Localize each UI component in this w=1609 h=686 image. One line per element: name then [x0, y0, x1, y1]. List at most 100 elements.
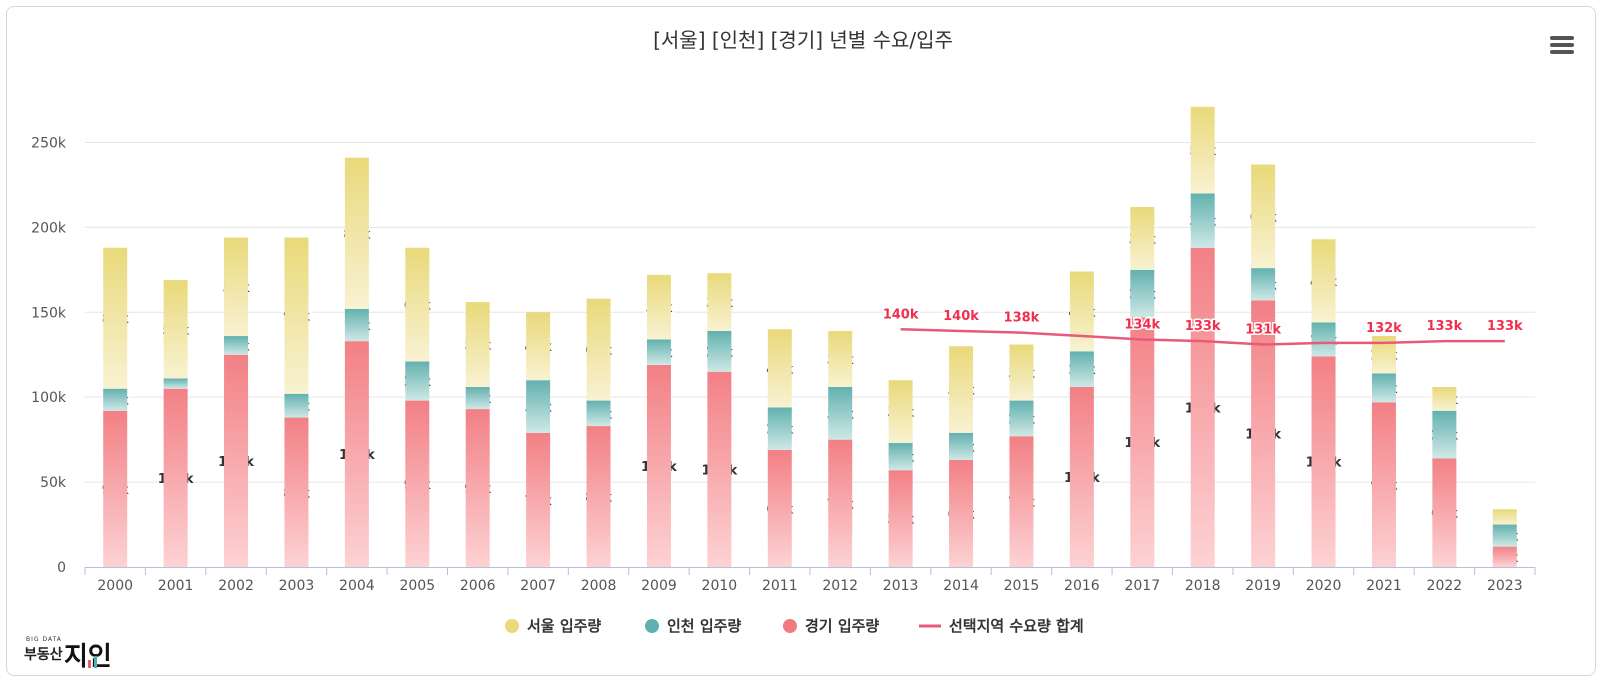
bar-gyeonggi — [949, 460, 974, 567]
bar-incheon — [1069, 351, 1094, 387]
bar-gyeonggi — [526, 432, 551, 567]
y-axis: 0 50k 100k 150k 200k 250k — [31, 135, 67, 576]
bar-gyeonggi — [707, 371, 732, 567]
x-tick-label: 2007 — [520, 578, 556, 594]
x-tick-label: 2016 — [1064, 578, 1100, 594]
bar-seoul — [1009, 344, 1034, 401]
bar-seoul — [103, 247, 128, 389]
x-tick-label: 2006 — [460, 578, 496, 594]
y-tick-label: 100k — [31, 390, 67, 406]
bar-incheon — [405, 361, 430, 401]
line-data-label: 140k — [943, 309, 979, 324]
bar-seoul — [888, 380, 913, 444]
demand-line — [900, 328, 1505, 346]
legend-symbol — [783, 619, 797, 633]
bar-incheon — [1190, 193, 1215, 248]
x-tick-label: 2021 — [1366, 578, 1402, 594]
bar-gyeonggi — [1009, 436, 1034, 567]
x-tick-label: 2017 — [1124, 578, 1160, 594]
bar-gyeonggi — [1251, 300, 1276, 567]
x-tick-label: 2018 — [1185, 578, 1221, 594]
bar-gyeonggi — [405, 400, 430, 567]
line-data-label: 138k — [1004, 311, 1040, 326]
bar-incheon — [828, 386, 853, 440]
bar-incheon — [526, 380, 551, 433]
bar-seoul — [405, 247, 430, 362]
x-tick-label: 2019 — [1245, 578, 1281, 594]
x-tick-label: 2010 — [702, 578, 738, 594]
legend-item[interactable]: 서울 입주량 — [505, 617, 601, 635]
bar-seoul — [1069, 271, 1094, 352]
logo: BIG DATA 부동산 지인 — [24, 636, 112, 672]
bar-incheon — [646, 339, 671, 365]
bar-seoul — [284, 237, 309, 394]
bar-incheon — [586, 400, 611, 427]
bar-gyeonggi — [163, 388, 188, 567]
bar-incheon — [888, 443, 913, 471]
x-tick-label: 2014 — [943, 578, 979, 594]
bar-incheon — [284, 393, 309, 418]
x-tick-label: 2015 — [1004, 578, 1040, 594]
bar-incheon — [1130, 269, 1155, 318]
bar-seoul — [1130, 206, 1155, 270]
x-tick-label: 2012 — [822, 578, 858, 594]
bar-seoul — [1311, 239, 1336, 323]
line-data-label: 134k — [1124, 317, 1160, 332]
x-tick-label: 2005 — [399, 578, 435, 594]
bar-incheon — [767, 407, 792, 450]
y-tick-label: 50k — [40, 475, 67, 491]
x-tick-label: 2001 — [158, 578, 194, 594]
bar-incheon — [1311, 322, 1336, 357]
bar-incheon — [224, 336, 249, 355]
legend-label: 선택지역 수요량 합계 — [949, 617, 1084, 635]
bar-gyeonggi — [1311, 356, 1336, 567]
bar-gyeonggi — [344, 341, 369, 567]
y-tick-label: 0 — [57, 560, 66, 576]
bar-incheon — [1492, 524, 1517, 547]
bar-seoul — [646, 274, 671, 340]
bar-incheon — [1371, 373, 1396, 403]
chart-title: [서울] [인천] [경기] 년별 수요/입주 — [653, 28, 953, 52]
bar-gyeonggi — [586, 426, 611, 567]
bar-seoul — [828, 330, 853, 387]
bar-gyeonggi — [1069, 386, 1094, 567]
bar-gyeonggi — [828, 439, 853, 567]
bar-seoul — [1492, 509, 1517, 525]
x-tick-label: 2003 — [279, 578, 315, 594]
bar-data-labels: 92k13k83k105k6k58k125k11k58k88k14k92k133… — [100, 143, 1520, 568]
bar-gyeonggi — [1492, 546, 1517, 567]
bar-gyeonggi — [1371, 402, 1396, 567]
bar-seoul — [465, 302, 490, 387]
bar-seoul — [1251, 164, 1276, 269]
bar-gyeonggi — [465, 409, 490, 567]
legend-item[interactable]: 인천 입주량 — [645, 617, 741, 635]
legend-symbol — [645, 619, 659, 633]
bar-seoul — [163, 280, 188, 379]
bar-gyeonggi — [888, 470, 913, 567]
line-data-label: 140k — [883, 307, 919, 322]
x-axis: 2000 2001 2002 2003 2004 2005 2006 2007 2008 2009… — [84, 567, 1536, 594]
hamburger-menu-icon[interactable] — [1550, 36, 1574, 58]
grid-lines — [85, 141, 1535, 483]
legend-label: 인천 입주량 — [667, 617, 741, 635]
bar-seoul — [224, 237, 249, 337]
legend-item[interactable]: 선택지역 수요량 합계 — [919, 617, 1084, 635]
y-tick-label: 150k — [31, 305, 67, 321]
x-tick-label: 2002 — [218, 578, 254, 594]
bar-series: 92k13k83k105k6k58k125k11k58k88k14k92k133… — [100, 106, 1520, 568]
bar-incheon — [344, 308, 369, 342]
bar-gyeonggi — [767, 449, 792, 567]
x-tick-label: 2020 — [1306, 578, 1342, 594]
legend-item[interactable]: 경기 입주량 — [783, 617, 879, 635]
bar-incheon — [103, 388, 128, 411]
bar-gyeonggi — [646, 364, 671, 567]
bar-seoul — [1190, 106, 1215, 194]
bar-gyeonggi — [1190, 247, 1215, 567]
x-tick-label: 2013 — [883, 578, 919, 594]
line-data-label: 133k — [1426, 319, 1462, 334]
bar-seoul — [1432, 386, 1457, 411]
line-data-label: 132k — [1366, 321, 1402, 336]
bar-gyeonggi — [224, 354, 249, 567]
bar-gyeonggi — [103, 410, 128, 567]
